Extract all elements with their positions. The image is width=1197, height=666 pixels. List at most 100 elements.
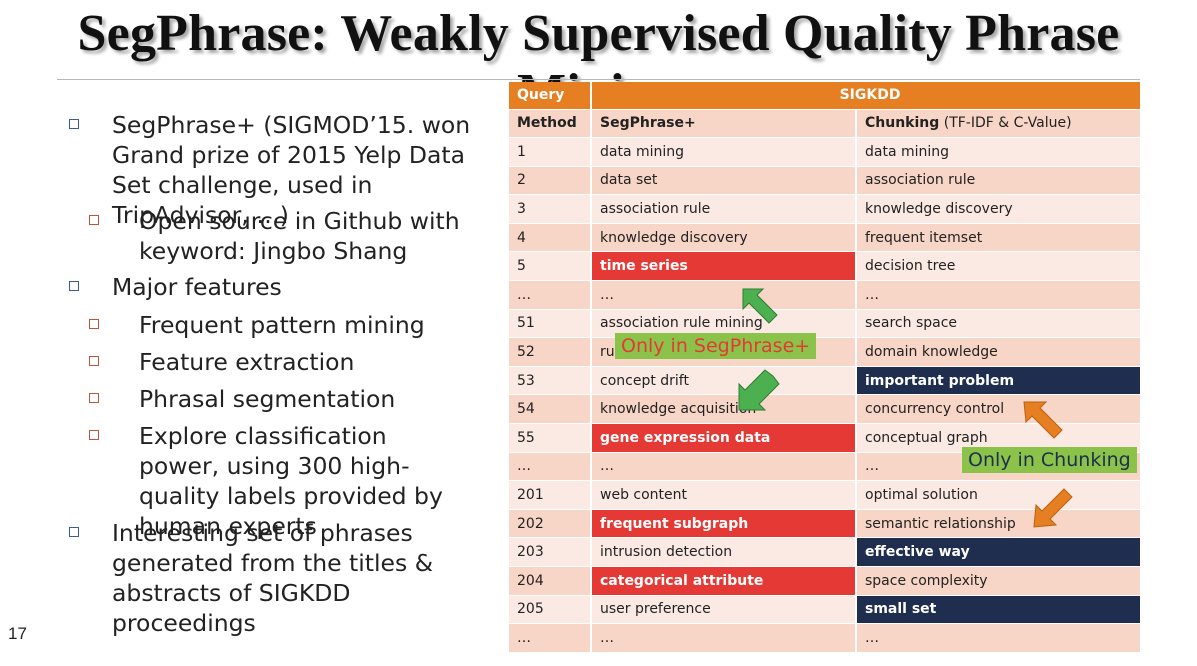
table-row: ……… (509, 623, 1142, 653)
rank-cell: … (509, 623, 592, 653)
segphrase-cell: categorical attribute (591, 566, 857, 596)
table-row: 51 association rule mining search space (509, 309, 1142, 339)
bullet-item: Phrasal segmentation (89, 384, 479, 414)
chunking-cell: … (856, 280, 1142, 310)
segphrase-cell: association rule (591, 194, 857, 224)
title-divider (57, 79, 1140, 80)
rank-cell: 201 (509, 480, 592, 510)
chunking-cell: search space (856, 309, 1142, 339)
segphrase-cell: knowledge discovery (591, 223, 857, 253)
segphrase-cell: concept drift (591, 366, 857, 396)
table-row: 1 data mining data mining (509, 137, 1142, 167)
method-header-row: Method SegPhrase+ Chunking (TF-IDF & C-V… (509, 109, 1142, 139)
table-row: 5 time series decision tree (509, 251, 1142, 282)
rank-cell: 204 (509, 566, 592, 596)
bullet-text: Open source in Github with keyword: Jing… (139, 207, 460, 265)
segphrase-cell: knowledge acquisition (591, 394, 857, 425)
rank-cell: 52 (509, 337, 592, 367)
method-label: Method (509, 109, 592, 139)
rank-cell: 205 (509, 595, 592, 625)
segphrase-cell: user preference (591, 595, 857, 625)
rank-cell: 2 (509, 166, 592, 196)
checkbox-bullet-icon (89, 430, 99, 440)
checkbox-bullet-icon (69, 281, 79, 291)
chunking-cell: decision tree (856, 251, 1142, 282)
rank-cell: 203 (509, 537, 592, 567)
chunking-header-name: Chunking (865, 115, 940, 132)
segphrase-cell: … (591, 623, 857, 653)
rank-cell: 51 (509, 309, 592, 339)
green-arrow-up-icon (742, 288, 778, 324)
chunking-only-callout: Only in Chunking (962, 447, 1137, 473)
chunking-cell: space complexity (856, 566, 1142, 596)
bullet-item: Major features (69, 272, 492, 302)
rank-cell: … (509, 452, 592, 482)
orange-arrow-up-icon (1023, 401, 1063, 439)
bullet-text: Frequent pattern mining (139, 311, 425, 339)
bullet-text: Major features (112, 273, 282, 301)
chunking-cell: effective way (856, 537, 1142, 567)
rank-cell: … (509, 280, 592, 310)
table-row: 201 web content optimal solution (509, 480, 1142, 510)
table-row: 203 intrusion detection effective way (509, 537, 1142, 567)
bullet-item: SegPhrase+ (SIGMOD’15. won Grand prize o… (69, 110, 492, 230)
checkbox-bullet-icon (89, 393, 99, 403)
comparison-table: Query SIGKDD Method SegPhrase+ Chunking … (509, 82, 1142, 653)
checkbox-bullet-icon (69, 119, 79, 129)
green-arrow-down-icon (738, 369, 780, 411)
table-row: 202 frequent subgraph semantic relationshi… (509, 509, 1142, 539)
chunking-column-header: Chunking (TF-IDF & C-Value) (856, 109, 1142, 139)
bullet-item: Feature extraction (89, 347, 479, 377)
bullet-item: Open source in Github with keyword: Jing… (89, 206, 479, 266)
table-row: 4 knowledge discovery frequent itemset (509, 223, 1142, 253)
segphrase-cell: gene expression data (591, 423, 857, 453)
rank-cell: 5 (509, 251, 592, 282)
chunking-cell: domain knowledge (856, 337, 1142, 367)
query-label: Query (509, 82, 592, 110)
rank-cell: 202 (509, 509, 592, 539)
segphrase-cell: intrusion detection (591, 537, 857, 567)
rank-cell: 3 (509, 194, 592, 224)
chunking-cell: association rule (856, 166, 1142, 196)
bullet-item: Explore classification power, using 300 … (89, 421, 474, 541)
table-row: 3 association rule knowledge discovery (509, 194, 1142, 224)
rank-cell: 53 (509, 366, 592, 396)
segphrase-cell: time series (591, 251, 857, 282)
table-row: 2 data set association rule (509, 166, 1142, 196)
table-row: ……… (509, 280, 1142, 310)
table-row: 53 concept drift important problem (509, 366, 1142, 396)
segphrase-cell: data set (591, 166, 857, 196)
query-value: SIGKDD (591, 82, 1142, 110)
bullet-text: Phrasal segmentation (139, 385, 396, 413)
chunking-cell: knowledge discovery (856, 194, 1142, 224)
segphrase-only-callout: Only in SegPhrase+ (615, 333, 817, 359)
chunking-header-methods: (TF-IDF & C-Value) (939, 115, 1072, 132)
bullet-item: Interesting set of phrases generated fro… (69, 518, 482, 638)
chunking-cell: optimal solution (856, 480, 1142, 510)
bullet-text: Feature extraction (139, 348, 355, 376)
orange-arrow-down-icon (1033, 488, 1073, 528)
segphrase-cell: … (591, 280, 857, 310)
table-row: 54 knowledge acquisition concurrency contr… (509, 394, 1142, 425)
table-row: 204 categorical attribute space complexity (509, 566, 1142, 596)
chunking-cell: important problem (856, 366, 1142, 396)
chunking-cell: … (856, 623, 1142, 653)
rank-cell: 4 (509, 223, 592, 253)
segphrase-cell: … (591, 452, 857, 482)
query-header-row: Query SIGKDD (509, 82, 1142, 110)
table-row: 205 user preference small set (509, 595, 1142, 625)
rank-cell: 1 (509, 137, 592, 167)
segphrase-cell: frequent subgraph (591, 509, 857, 539)
chunking-cell: data mining (856, 137, 1142, 167)
bullet-text: Explore classification power, using 300 … (139, 422, 443, 540)
bullet-text: Interesting set of phrases generated fro… (112, 519, 434, 637)
chunking-cell: frequent itemset (856, 223, 1142, 253)
segphrase-cell: web content (591, 480, 857, 510)
rank-cell: 54 (509, 394, 592, 425)
chunking-cell: semantic relationship (856, 509, 1142, 539)
chunking-cell: small set (856, 595, 1142, 625)
checkbox-bullet-icon (89, 215, 99, 225)
table-row: 52 ru domain knowledge (509, 337, 1142, 367)
chunking-cell: concurrency control (856, 394, 1142, 425)
segphrase-column-header: SegPhrase+ (591, 109, 857, 139)
